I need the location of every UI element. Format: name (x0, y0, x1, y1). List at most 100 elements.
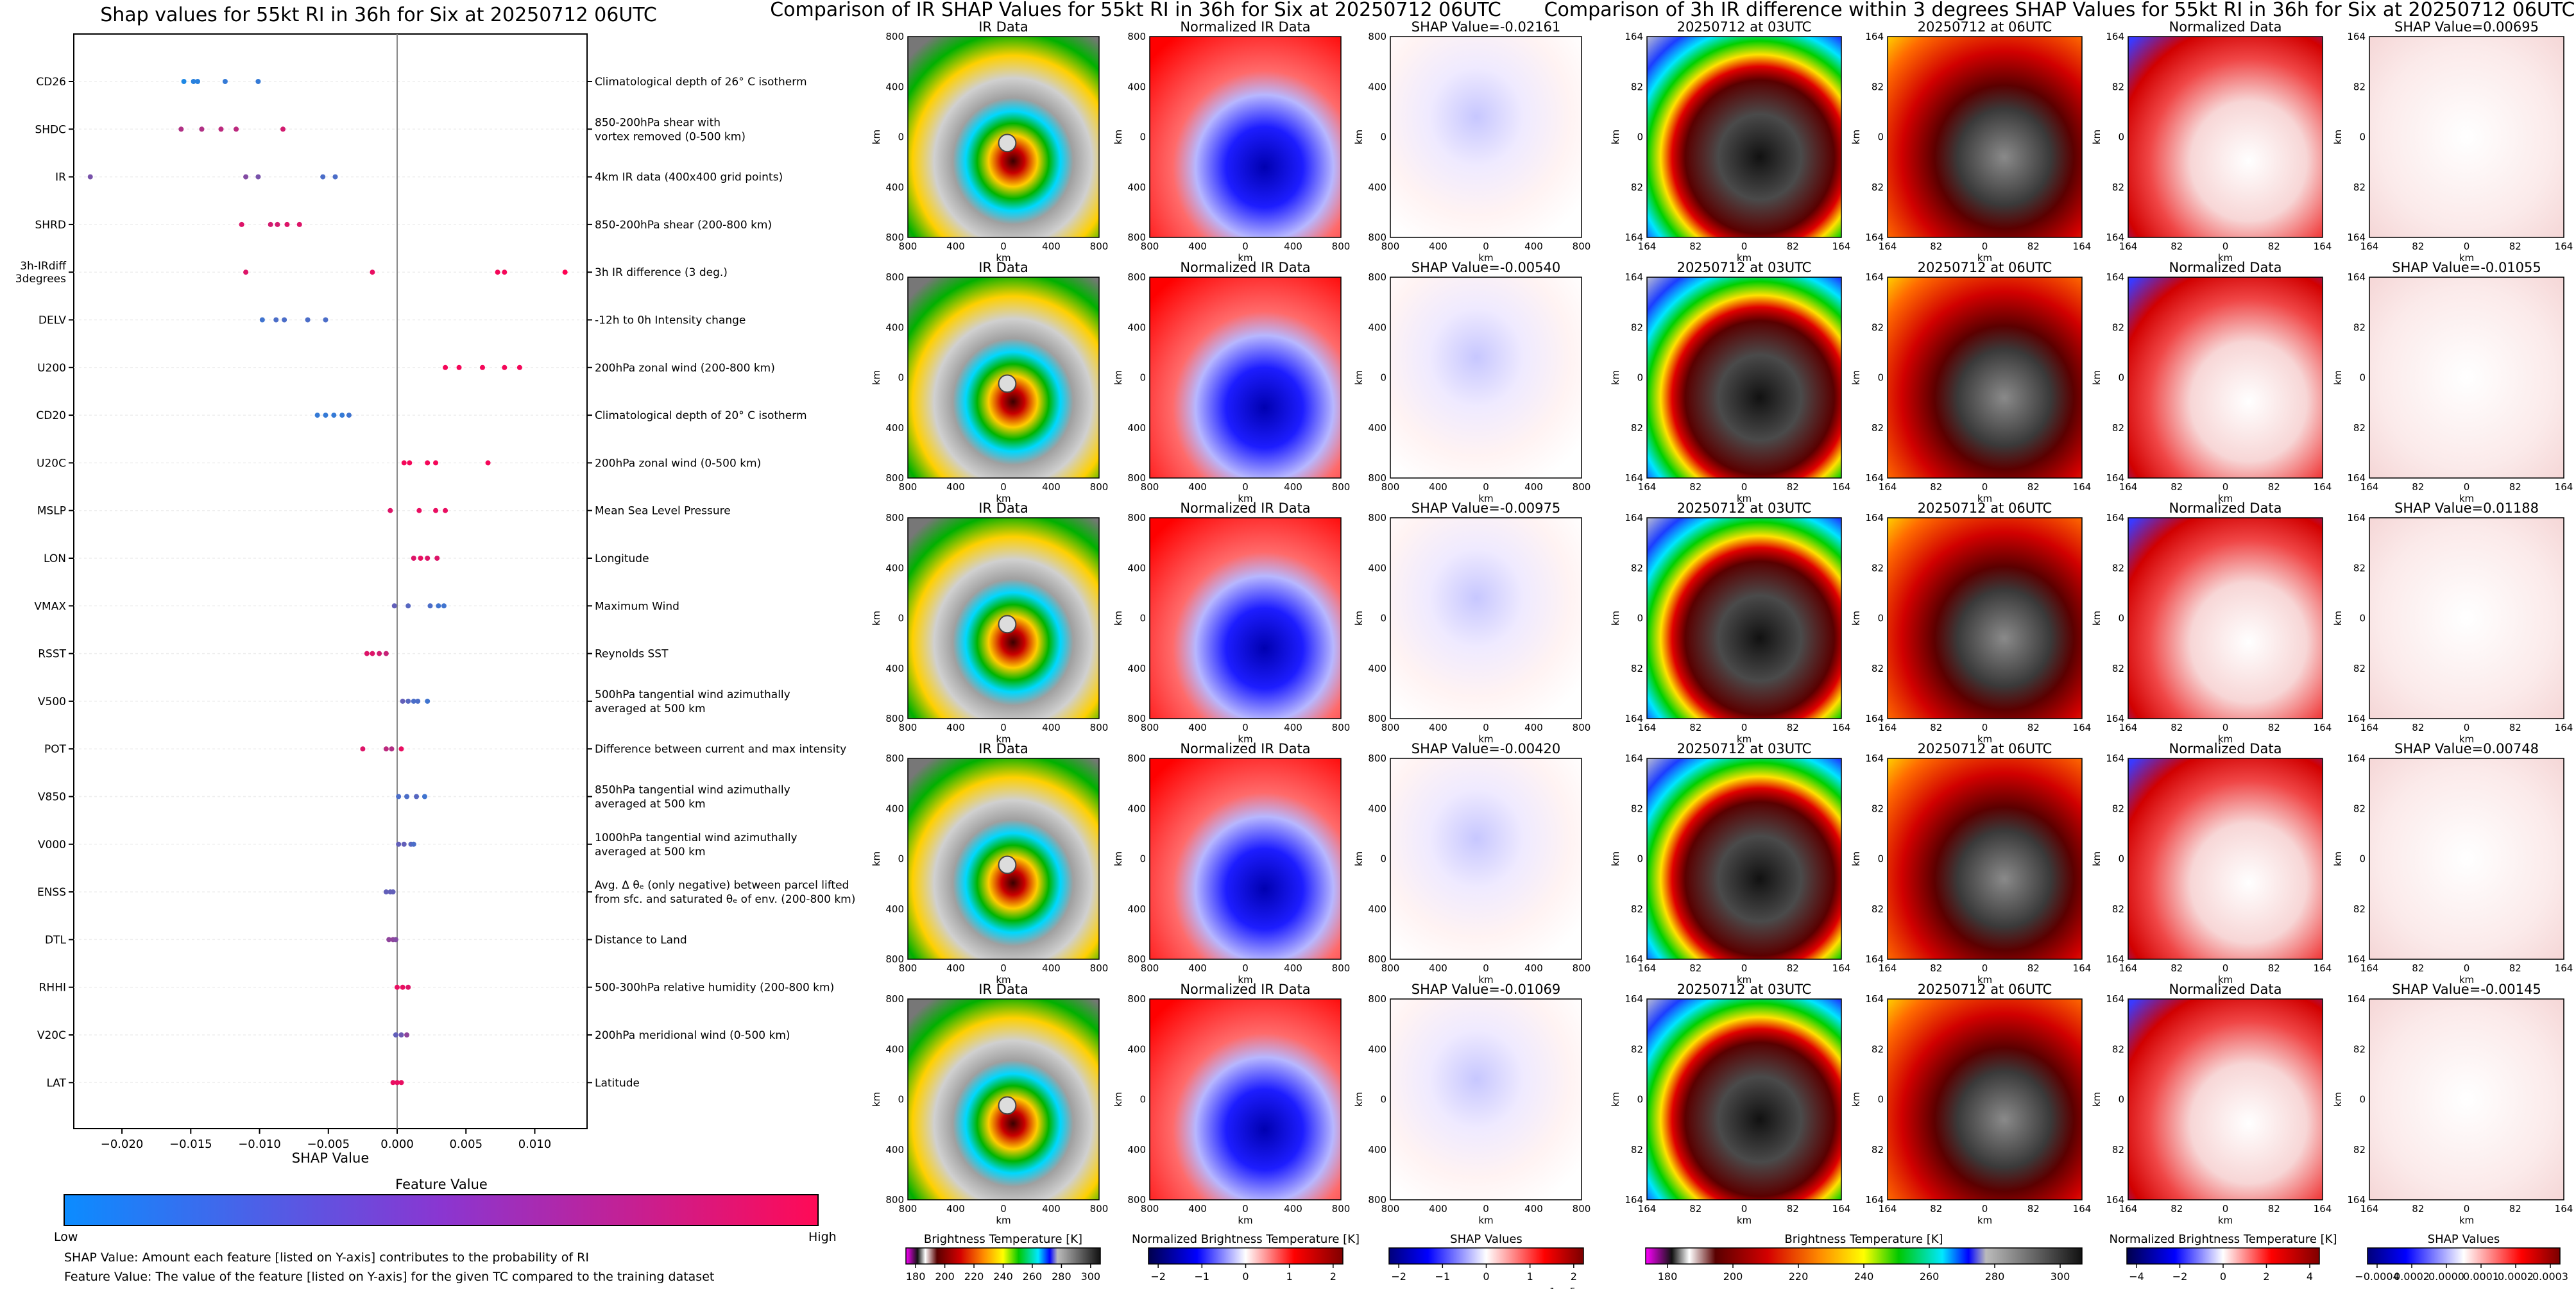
x-tick-label: 82 (2171, 1203, 2183, 1215)
y-tick-label: 82 (2353, 663, 2366, 674)
image-area (1390, 517, 1582, 719)
shap-point (191, 79, 196, 84)
y-tick-label: 0 (1637, 613, 1643, 624)
y-tick-label: 82 (2353, 321, 2366, 333)
x-axis-label: km (1737, 733, 1752, 745)
y-tick-label: 82 (2353, 903, 2366, 915)
x-tick-label: 400 (1429, 962, 1447, 974)
shap-point (404, 794, 410, 799)
feature-description: Climatological depth of 20° C isotherm (595, 409, 807, 422)
shap-point (427, 603, 433, 609)
x-tick-label: 400 (1188, 1203, 1207, 1215)
panel-title: Normalized IR Data (1180, 500, 1310, 516)
colorbar-tick-label: 0.0001 (2463, 1270, 2499, 1283)
y-tick-label: 164 (1865, 31, 1884, 42)
y-tick-label: 164 (1625, 472, 1643, 484)
x-tick-label: 164 (1832, 241, 1851, 252)
y-tick-label: 0 (2359, 613, 2366, 624)
y-tick-label: 800 (885, 271, 904, 283)
colorbar-tick-label: −1 (1435, 1270, 1451, 1283)
feature-label: POT (44, 743, 67, 756)
y-axis-label: km (1113, 370, 1124, 385)
shap-point (416, 508, 422, 513)
x-tick-label: 0.000 (380, 1138, 414, 1151)
colorbar-tick-label: 200 (1723, 1270, 1743, 1283)
y-tick-label: 164 (2347, 472, 2366, 484)
shap-point (195, 79, 201, 84)
y-tick-label: 800 (885, 232, 904, 243)
shap-point (400, 984, 405, 990)
y-tick-label: 164 (2347, 753, 2366, 764)
y-tick-label: 82 (2112, 903, 2124, 915)
x-tick-label: 82 (1930, 1203, 1942, 1215)
shap-point (323, 317, 328, 323)
y-tick-label: 800 (1127, 512, 1146, 524)
shap-point (178, 126, 184, 132)
y-axis-label: km (1850, 1092, 1862, 1107)
feature-label: LAT (46, 1077, 66, 1089)
image-panel: SHAP Value=0.007481641648282008282164164… (2332, 741, 2573, 986)
image-area (1646, 277, 1842, 479)
feature-label: SHRD (35, 219, 66, 232)
y-tick-label: 800 (1127, 713, 1146, 724)
x-tick-label: 82 (2027, 481, 2040, 493)
x-tick-label: 400 (1042, 241, 1061, 252)
colorbar-tick-label: 2 (2263, 1270, 2269, 1283)
image-area (1887, 36, 2083, 238)
shap-point (395, 1080, 400, 1086)
x-tick-label: 400 (1042, 722, 1061, 733)
shap-point (433, 460, 439, 466)
x-tick-label: 0 (1741, 722, 1748, 733)
x-axis-label: km (1737, 1215, 1752, 1226)
y-tick-label: 82 (1872, 182, 1884, 193)
image-area (1646, 517, 1842, 719)
y-tick-label: 82 (2112, 1043, 2124, 1055)
x-tick-label: −0.015 (169, 1138, 212, 1151)
shap-point (280, 126, 286, 132)
image-panel: SHAP Value=-0.00420800800400400004004008… (1353, 741, 1591, 986)
y-tick-label: 800 (885, 953, 904, 965)
image-panel: Normalized IR Data8008004004000040040080… (1113, 982, 1350, 1226)
x-tick-label: 800 (1090, 1203, 1109, 1215)
y-axis-label: km (2332, 1092, 2344, 1107)
y-tick-label: 0 (1139, 1094, 1146, 1105)
y-tick-label: 400 (1368, 81, 1386, 92)
shap-point (346, 413, 352, 418)
y-tick-label: 164 (1625, 232, 1643, 243)
shap-point (443, 364, 448, 370)
x-tick-label: 164 (2314, 241, 2332, 252)
shap-point (87, 174, 93, 180)
y-tick-label: 82 (2353, 422, 2366, 434)
x-tick-label: 164 (2119, 481, 2138, 493)
panel-title: SHAP Value=-0.00540 (1412, 260, 1561, 275)
y-tick-label: 164 (1625, 713, 1643, 724)
y-tick-label: 400 (1127, 803, 1146, 814)
y-tick-label: 400 (1368, 182, 1386, 193)
y-tick-label: 400 (1127, 1043, 1146, 1055)
image-area (1149, 758, 1342, 960)
x-tick-label: 400 (1284, 1203, 1302, 1215)
y-axis-label: km (2332, 130, 2344, 144)
colorbar-title: Normalized Brightness Temperature [K] (2110, 1233, 2337, 1246)
y-tick-label: 164 (2347, 232, 2366, 243)
y-tick-label: 400 (885, 182, 904, 193)
x-tick-label: 82 (1689, 722, 1702, 733)
y-tick-label: 400 (1368, 422, 1386, 434)
x-tick-label: 800 (1573, 1203, 1591, 1215)
y-tick-label: 164 (1625, 271, 1643, 283)
y-tick-label: 164 (2347, 31, 2366, 42)
x-tick-label: 800 (1332, 1203, 1351, 1215)
x-tick-label: 800 (1332, 722, 1351, 733)
x-tick-label: 164 (2555, 722, 2573, 733)
x-tick-label: 82 (2509, 481, 2521, 493)
x-tick-label: 82 (2027, 241, 2040, 252)
y-tick-label: 0 (898, 613, 904, 624)
y-tick-label: 800 (1127, 1194, 1146, 1206)
x-tick-label: 800 (1573, 962, 1591, 974)
y-tick-label: 0 (1637, 132, 1643, 143)
x-tick-label: 400 (1429, 722, 1447, 733)
y-tick-label: 164 (2106, 953, 2124, 965)
colorbar-title: Brightness Temperature [K] (1784, 1233, 1943, 1246)
y-axis-label: km (1850, 130, 1862, 144)
